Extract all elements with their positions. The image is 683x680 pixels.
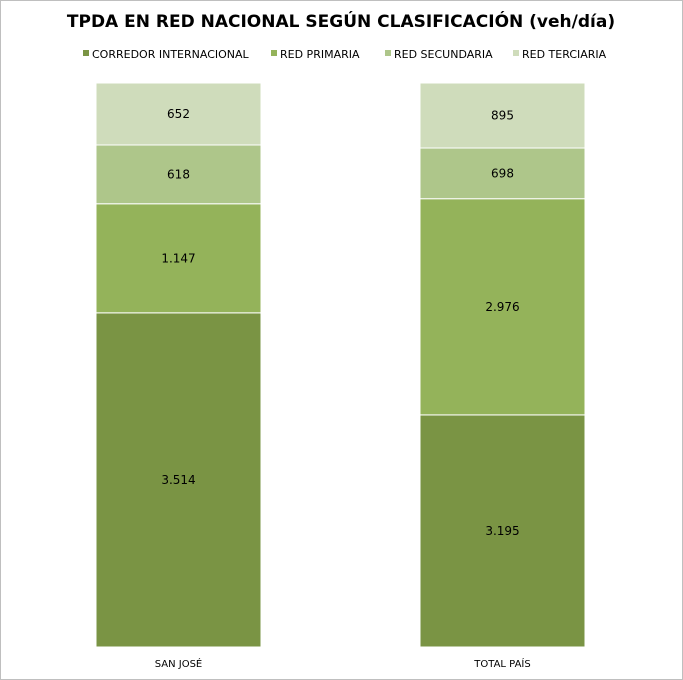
- bar-segment: [419, 414, 586, 648]
- category-label: SAN JOSÉ: [155, 657, 203, 670]
- legend-swatch: [513, 50, 519, 56]
- legend-label: RED SECUNDARIA: [394, 48, 493, 61]
- legend-label: RED TERCIARIA: [522, 48, 607, 61]
- legend-label: CORREDOR INTERNACIONAL: [92, 48, 250, 61]
- bar-segment: [419, 147, 586, 200]
- bar-segment: [419, 82, 586, 149]
- legend-swatch: [271, 50, 277, 56]
- data-label: 2.976: [485, 300, 519, 314]
- category-labels: SAN JOSÉ TOTAL PAÍS: [155, 657, 531, 670]
- bar-segment: [95, 82, 262, 146]
- bar-segment: [95, 144, 262, 205]
- legend-label: RED PRIMARIA: [280, 48, 360, 61]
- chart-title: TPDA EN RED NACIONAL SEGÚN CLASIFICACIÓN…: [67, 10, 615, 32]
- legend: CORREDOR INTERNACIONAL RED PRIMARIA RED SE…: [83, 48, 607, 61]
- bar-segment: [419, 198, 586, 416]
- data-label: 3.514: [161, 473, 195, 487]
- legend-swatch: [83, 50, 89, 56]
- category-label: TOTAL PAÍS: [473, 657, 530, 670]
- legend-swatch: [385, 50, 391, 56]
- data-label: 652: [167, 107, 190, 121]
- bar-segment: [95, 312, 262, 648]
- bars-group: 3.514 1.147 618 652 3.195 2.976 698 895: [95, 82, 586, 648]
- data-label: 618: [167, 167, 190, 181]
- bar-segment: [95, 203, 262, 314]
- data-label: 1.147: [161, 251, 195, 265]
- data-label: 698: [491, 166, 514, 180]
- data-label: 895: [491, 109, 514, 123]
- data-label: 3.195: [485, 524, 519, 538]
